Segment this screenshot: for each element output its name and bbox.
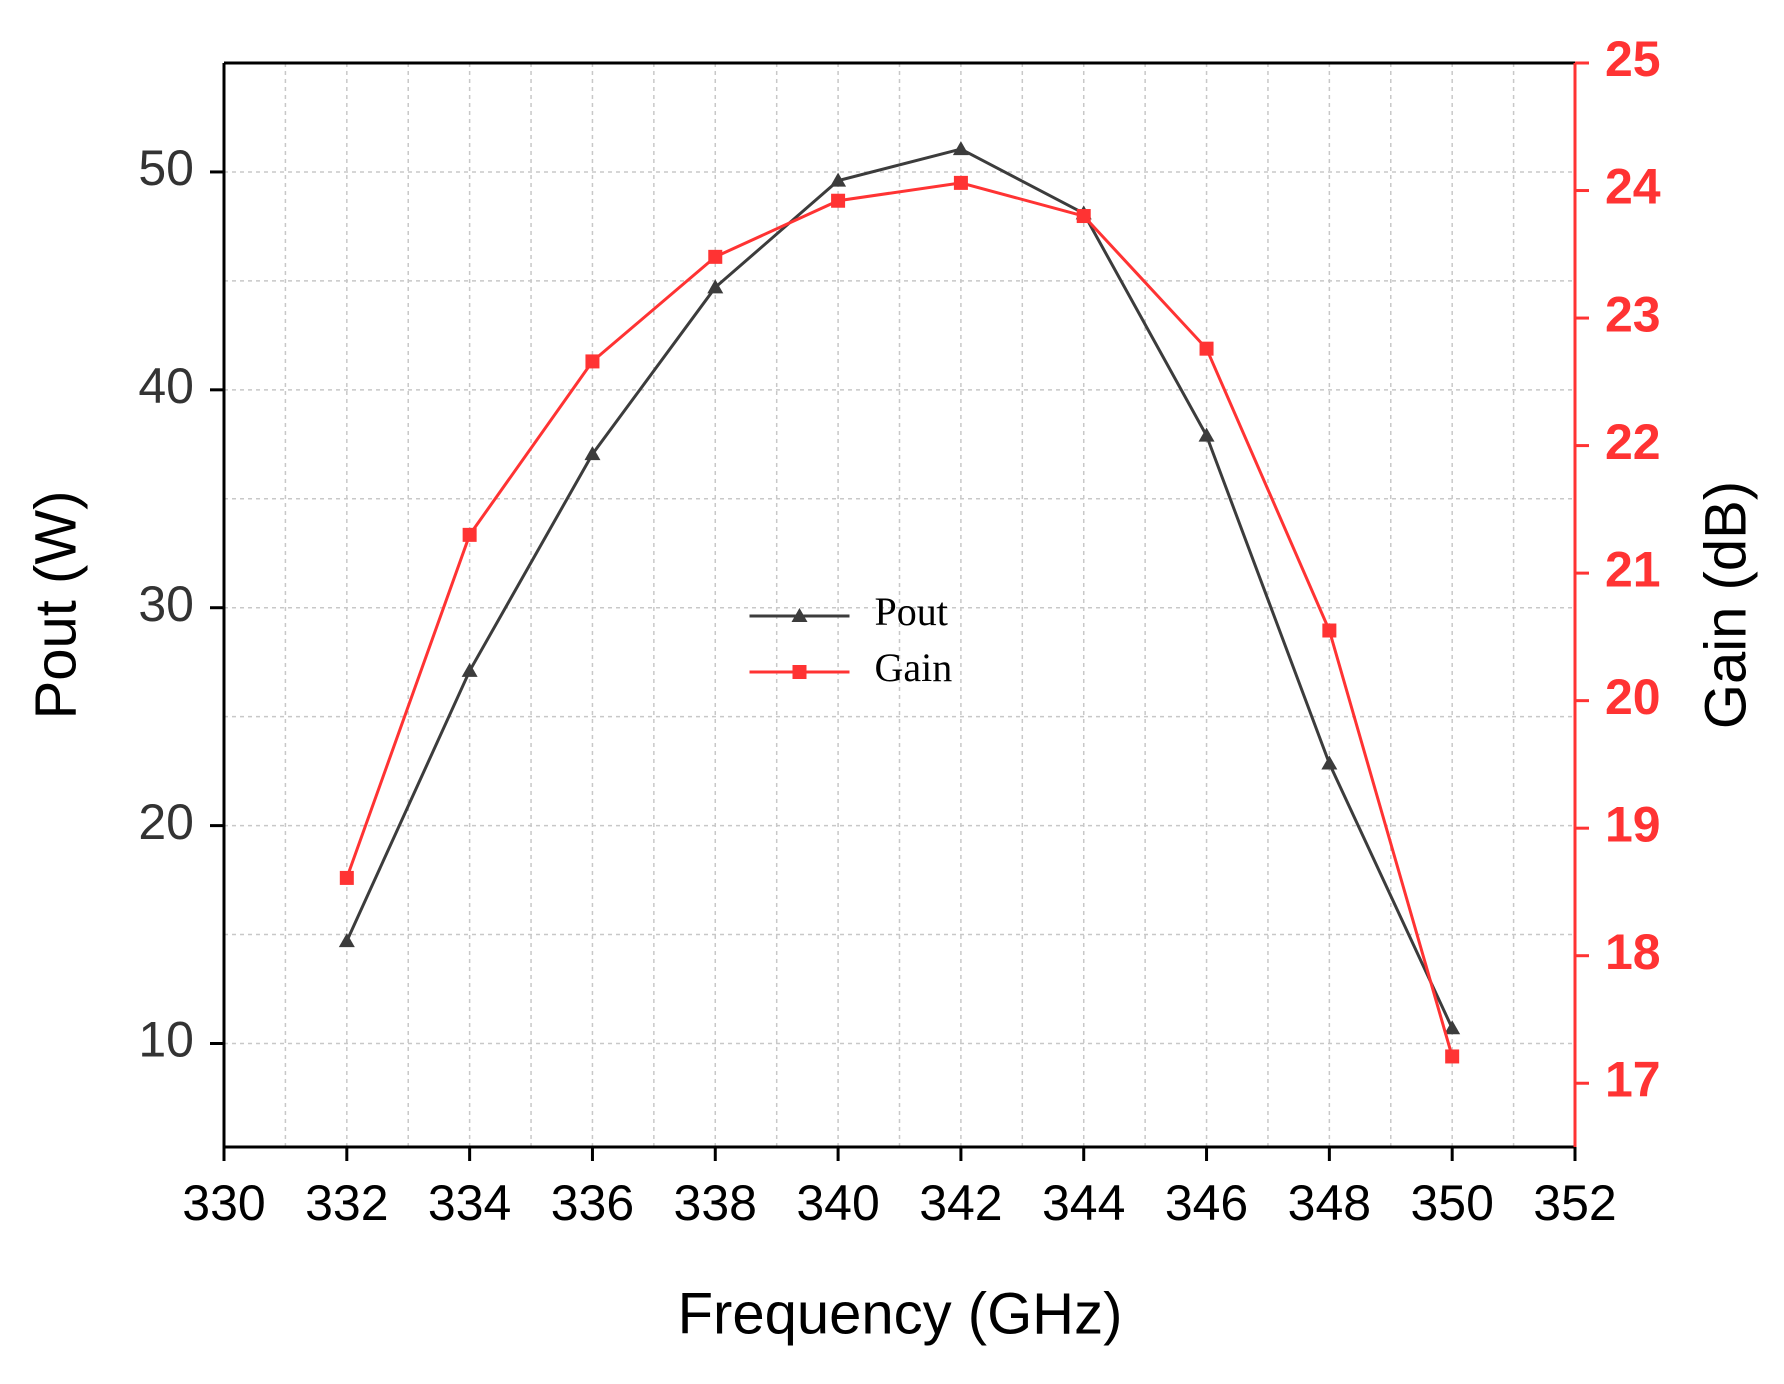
point	[1198, 427, 1215, 442]
x-tick-label: 344	[1042, 1175, 1125, 1231]
point	[830, 172, 847, 187]
y2-tick-label: 18	[1605, 924, 1661, 980]
point	[338, 933, 355, 948]
x-tick-label: 350	[1410, 1175, 1493, 1231]
point	[1322, 623, 1337, 638]
legend-marker	[792, 665, 807, 679]
y-tick-label: 20	[138, 794, 194, 850]
series-line	[345, 181, 1454, 1057]
y-tick-label: 40	[138, 358, 194, 414]
y-tick-label: 10	[138, 1012, 194, 1068]
point	[584, 446, 601, 461]
point	[585, 354, 600, 369]
point	[707, 279, 724, 294]
x-tick-label: 338	[674, 1175, 757, 1231]
x-tick-label: 352	[1533, 1175, 1616, 1231]
y-tick-label: 50	[138, 140, 194, 196]
y2-tick-label: 19	[1605, 796, 1661, 852]
x-tick-label: 346	[1165, 1175, 1248, 1231]
y2-tick-label: 22	[1605, 414, 1661, 470]
series-line	[345, 147, 1454, 1029]
point	[339, 870, 354, 885]
y2-tick-label: 24	[1605, 159, 1661, 215]
y2-tick-label: 21	[1605, 541, 1661, 597]
y2-tick-label: 17	[1605, 1051, 1661, 1107]
point	[1444, 1020, 1461, 1035]
point	[708, 249, 723, 264]
legend-label: Pout	[875, 589, 948, 634]
y2-tick-label: 23	[1605, 286, 1661, 342]
y-axis-title: Pout (W)	[23, 491, 88, 720]
x-tick-label: 332	[305, 1175, 388, 1231]
legend-label: Gain	[875, 645, 953, 690]
point	[1199, 341, 1214, 356]
x-tick-label: 330	[182, 1175, 265, 1231]
x-tick-label: 340	[796, 1175, 879, 1231]
y2-tick-label: 20	[1605, 669, 1661, 725]
x-tick-label: 342	[919, 1175, 1002, 1231]
x-tick-label: 348	[1288, 1175, 1371, 1231]
point	[1321, 755, 1338, 770]
x-tick-label: 336	[551, 1175, 634, 1231]
point	[461, 662, 478, 677]
y-tick-label: 30	[138, 576, 194, 632]
legend-marker	[791, 608, 808, 622]
point	[953, 175, 968, 190]
point	[831, 193, 846, 208]
point	[1445, 1049, 1460, 1064]
x-axis-title: Frequency (GHz)	[678, 1281, 1123, 1346]
point	[462, 527, 477, 542]
y2-axis-title: Gain (dB)	[1693, 481, 1758, 729]
x-tick-label: 334	[428, 1175, 511, 1231]
point	[952, 141, 969, 156]
point	[1076, 209, 1091, 224]
y2-tick-label: 25	[1605, 31, 1661, 87]
